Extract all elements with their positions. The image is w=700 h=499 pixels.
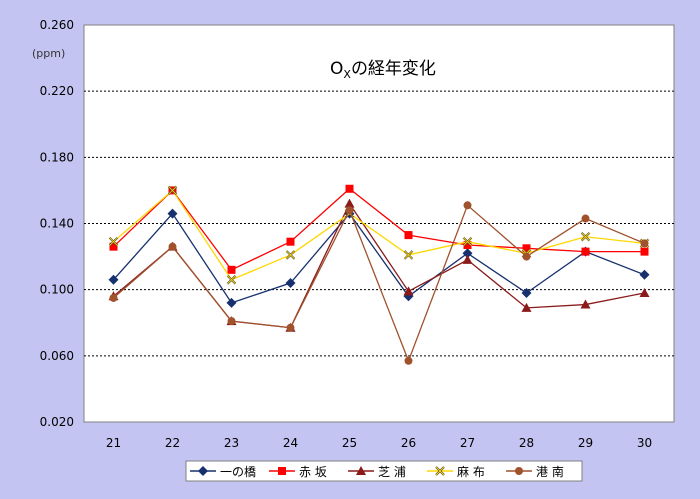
legend-label: 麻 布 (457, 464, 485, 479)
y-tick-label: 0.260 (40, 18, 74, 32)
series-2-point (109, 242, 118, 251)
x-tick-label: 22 (165, 436, 180, 450)
series-4-point (167, 185, 178, 196)
legend-item-5: 港 南 (506, 464, 564, 479)
series-layer (108, 184, 650, 365)
y-tick-label: 0.020 (40, 415, 74, 429)
legend: 一の橋 赤 坂 芝 浦 麻 布 港 南 (185, 460, 583, 482)
series-4-point (580, 232, 591, 242)
legend-item-1: 一の橋 (190, 465, 256, 479)
series-4-point (108, 236, 119, 247)
series-2-point (522, 244, 531, 253)
x-tick-label: 30 (637, 436, 652, 450)
series-1-point (167, 208, 178, 219)
chart-title-main: O (330, 59, 343, 79)
plot-area (83, 24, 675, 423)
series-4-point (462, 236, 473, 247)
y-axis: 0.260 0.220 0.180 0.140 0.100 0.060 0.020 (40, 18, 74, 429)
series-5-point (286, 323, 295, 332)
series-5-point (168, 242, 177, 251)
series-4-line (113, 189, 645, 281)
chart-title-sub: X (343, 68, 351, 81)
series-2-point (463, 241, 472, 250)
x-tick-label: 27 (460, 436, 475, 450)
x-tick-label: 28 (519, 436, 534, 450)
legend-marker (278, 467, 286, 475)
legend-marker (515, 467, 523, 475)
y-unit-label: (ppm) (32, 47, 65, 60)
x-tick-label: 25 (342, 436, 357, 450)
y-tick-label: 0.180 (40, 150, 74, 164)
series-5-point (404, 356, 413, 365)
legend-label: 港 南 (536, 464, 564, 479)
y-tick-label: 0.100 (40, 283, 74, 297)
series-5-point (463, 201, 472, 210)
series-1-point (108, 274, 119, 285)
series-5-point (109, 293, 118, 302)
y-tick-label: 0.060 (40, 349, 74, 363)
legend-label: 赤 坂 (299, 465, 327, 479)
series-5-point (640, 239, 649, 248)
y-tick-label: 0.140 (40, 217, 74, 231)
series-2-point (286, 237, 295, 246)
series-2-point (640, 247, 649, 256)
series-2-line (113, 187, 645, 271)
series-1-point (521, 287, 532, 298)
series-1-point (285, 278, 296, 289)
series-4-point (226, 275, 237, 285)
legend-label: 芝 浦 (378, 464, 406, 479)
legend-label: 一の橋 (220, 465, 256, 479)
series-5-point (345, 206, 354, 215)
series-5-point (522, 252, 531, 261)
series-2-point (404, 231, 413, 240)
series-2-point (227, 265, 236, 274)
series-2-point (345, 184, 354, 193)
x-tick-label: 29 (578, 436, 593, 450)
series-4-point (403, 250, 414, 260)
legend-box (185, 460, 583, 482)
series-3-point (344, 198, 355, 208)
series-1-point (226, 297, 237, 308)
series-1-point (639, 269, 650, 280)
legend-item-3: 芝 浦 (348, 464, 406, 479)
series-4-point (285, 250, 296, 260)
series-1-line (113, 212, 645, 304)
legend-marker (356, 466, 366, 475)
series-3-point (403, 286, 414, 296)
legend-marker (435, 466, 445, 476)
x-tick-label: 21 (106, 436, 121, 450)
series-5 (109, 201, 649, 365)
series-1-point (462, 248, 473, 259)
x-tick-label: 24 (283, 436, 298, 450)
x-tick-label: 23 (224, 436, 239, 450)
legend-marker (198, 466, 208, 476)
series-3-point (580, 299, 591, 309)
series-5-point (227, 317, 236, 326)
series-5-line (113, 204, 645, 363)
series-5-point (581, 214, 590, 223)
legend-item-4: 麻 布 (427, 464, 485, 479)
x-axis: 21 22 23 24 25 26 27 28 29 30 (106, 436, 652, 450)
chart-title-rest: の経年変化 (351, 59, 436, 79)
x-tick-label: 26 (401, 436, 416, 450)
series-3-point (521, 302, 532, 312)
series-3-point (462, 254, 473, 264)
chart-title: OXの経年変化 (330, 59, 436, 81)
series-3-point (639, 287, 650, 297)
y-tick-label: 0.220 (40, 84, 74, 98)
legend-item-2: 赤 坂 (269, 465, 327, 479)
series-2-point (581, 247, 590, 256)
